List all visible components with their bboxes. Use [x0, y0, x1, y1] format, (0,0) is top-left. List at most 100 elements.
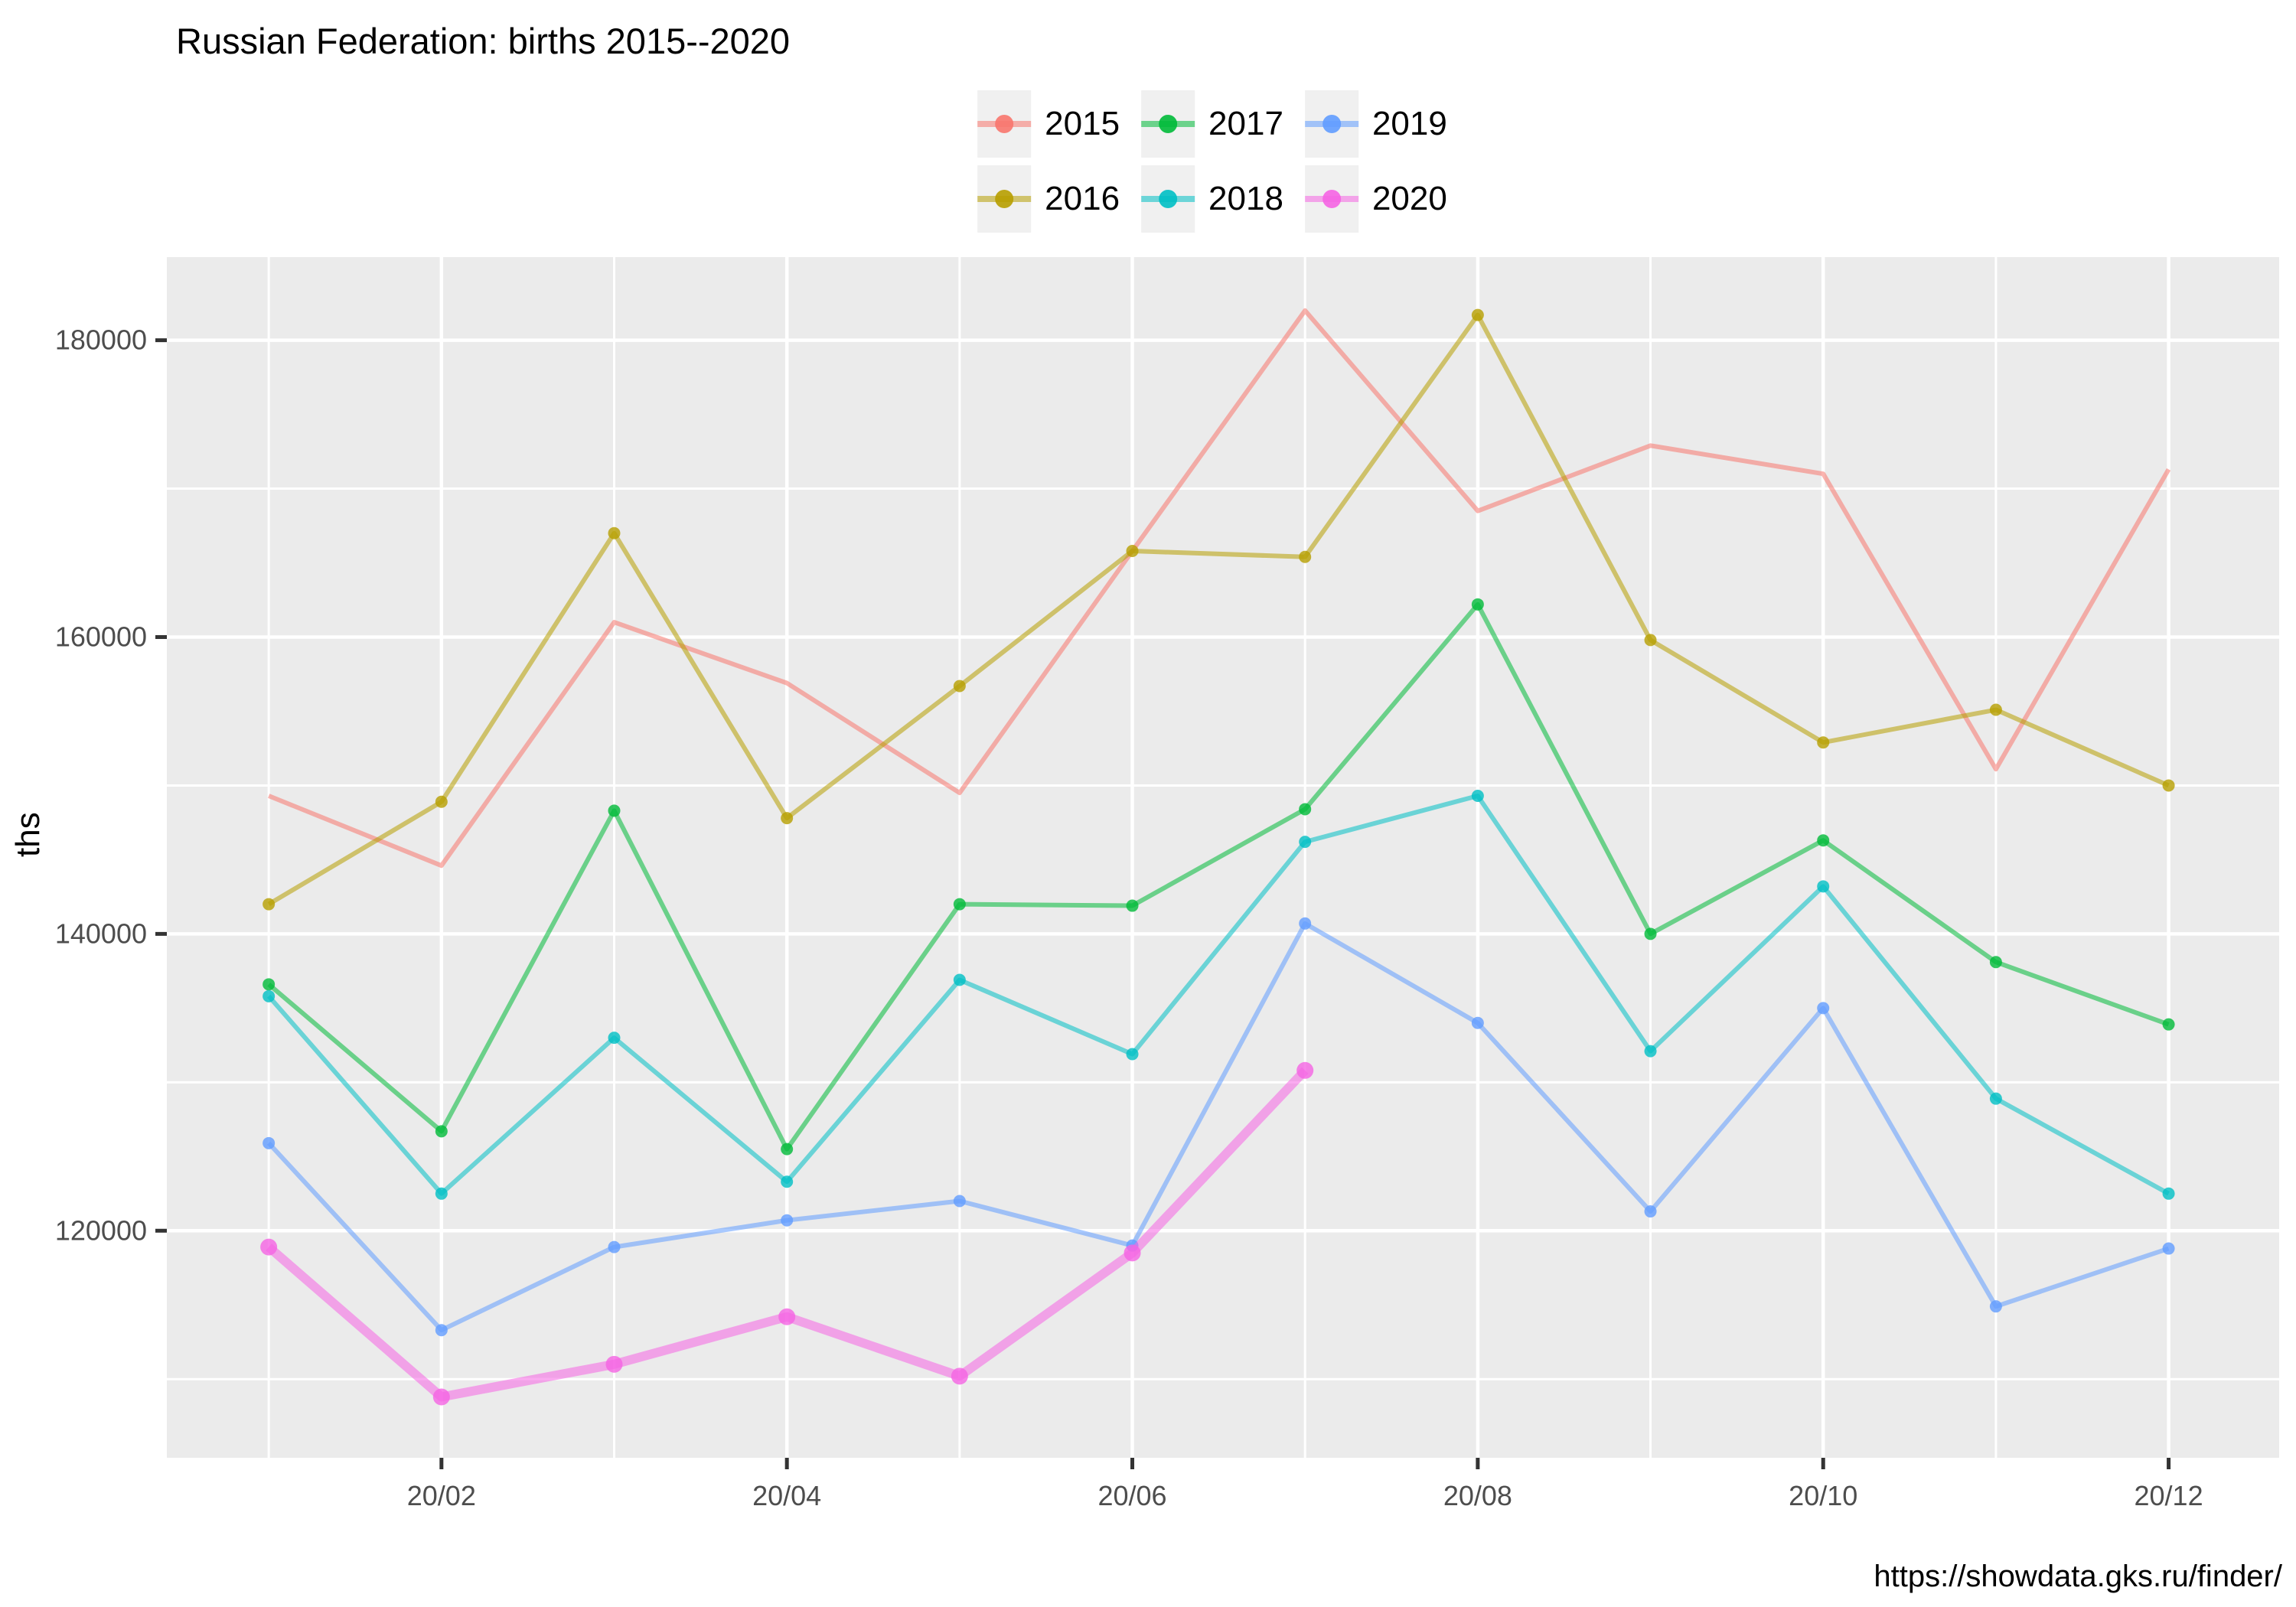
legend-item-2019: 2019: [1304, 90, 1447, 158]
series-point-2017: [435, 1125, 448, 1138]
series-point-2016: [953, 680, 966, 693]
series-point-2020: [778, 1308, 796, 1325]
series-point-2018: [953, 973, 966, 986]
series-line-2017: [267, 601, 2170, 1152]
series-point-2016: [2162, 779, 2175, 792]
series-point-2019: [1299, 917, 1312, 930]
x-tick-label: 20/08: [1443, 1480, 1512, 1511]
series-point-2019: [953, 1195, 966, 1208]
series-line-2015: [268, 308, 2171, 869]
x-tick-label: 20/10: [1789, 1480, 1857, 1511]
series-point-2017: [1471, 598, 1484, 611]
series-point-2018: [1126, 1048, 1139, 1061]
series-point-2019: [1817, 1002, 1830, 1015]
series-point-2019: [781, 1214, 794, 1227]
legend-key-2015: [977, 90, 1032, 158]
series-point-2020: [432, 1388, 450, 1406]
series-line-2016: [267, 312, 2170, 907]
series-point-2020: [1296, 1061, 1314, 1079]
y-tick-label: 180000: [55, 324, 147, 356]
series-point-2017: [1644, 927, 1657, 940]
source-url-link[interactable]: https://showdata.gks.ru/finder/: [1874, 1560, 2282, 1593]
series-point-2016: [1126, 545, 1139, 558]
series-point-2019: [2162, 1242, 2175, 1255]
legend-label-2016: 2016: [1045, 180, 1120, 217]
y-tick-label: 160000: [55, 621, 147, 652]
series-line-2018: [266, 794, 2170, 1196]
legend-point-icon: [995, 115, 1014, 133]
legend-key-2018: [1141, 165, 1195, 233]
legend-item-2017: 2017: [1141, 90, 1283, 158]
legend: 2015 2017 2019 2016 2018 2020: [977, 90, 1469, 233]
series-point-2018: [435, 1187, 448, 1200]
series-point-2019: [263, 1136, 276, 1149]
x-tick-label: 20/02: [407, 1480, 476, 1511]
series-point-2017: [1299, 803, 1312, 816]
series-point-2018: [1299, 836, 1312, 849]
series-point-2018: [781, 1175, 794, 1188]
series-point-2018: [2162, 1187, 2175, 1200]
legend-label-2020: 2020: [1371, 180, 1447, 217]
legend-point-icon: [1159, 115, 1178, 133]
series-point-2018: [1817, 880, 1830, 893]
series-point-2016: [608, 526, 621, 539]
x-tick-label: 20/06: [1097, 1480, 1166, 1511]
series-point-2016: [263, 898, 276, 911]
x-tick-label: 20/04: [752, 1480, 821, 1511]
y-tick-label: 120000: [55, 1214, 147, 1246]
series-point-2018: [1471, 790, 1484, 803]
series-point-2019: [1989, 1300, 2002, 1313]
series-point-2017: [263, 978, 276, 991]
legend-label-2017: 2017: [1208, 105, 1283, 142]
series-point-2019: [435, 1324, 448, 1337]
series-point-2017: [1817, 834, 1830, 847]
series-point-2018: [1644, 1045, 1657, 1058]
legend-item-2020: 2020: [1304, 165, 1447, 233]
series-point-2017: [781, 1143, 794, 1156]
series-line-2019: [266, 921, 2170, 1333]
series-point-2020: [605, 1355, 623, 1373]
chart-title: Russian Federation: births 2015--2020: [176, 21, 791, 61]
series-point-2016: [1471, 308, 1484, 321]
y-axis-title: ths: [9, 812, 47, 857]
legend-key-2020: [1304, 165, 1358, 233]
legend-item-2015: 2015: [977, 90, 1120, 158]
series-point-2017: [1989, 956, 2002, 969]
legend-row: 2015 2017 2019: [977, 90, 1469, 158]
legend-label-2018: 2018: [1208, 180, 1283, 217]
series-point-2020: [1124, 1244, 1141, 1262]
series-point-2020: [951, 1367, 968, 1385]
legend-point-icon: [1322, 115, 1341, 133]
series-point-2020: [260, 1238, 278, 1256]
series-point-2017: [953, 898, 966, 911]
series-point-2018: [1989, 1092, 2002, 1105]
legend-key-2019: [1304, 90, 1358, 158]
series-point-2016: [781, 812, 794, 825]
series-point-2019: [1644, 1205, 1657, 1218]
x-tick-label: 20/12: [2135, 1480, 2203, 1511]
series-point-2016: [1989, 703, 2002, 716]
legend-item-2016: 2016: [977, 165, 1120, 233]
legend-row: 2016 2018 2020: [977, 165, 1469, 233]
legend-point-icon: [1322, 190, 1341, 208]
legend-key-2017: [1141, 90, 1195, 158]
series-point-2017: [2162, 1018, 2175, 1031]
series-point-2016: [1644, 634, 1657, 647]
legend-item-2018: 2018: [1141, 165, 1283, 233]
series-point-2016: [435, 795, 448, 808]
series-point-2018: [263, 989, 276, 1002]
legend-label-2019: 2019: [1371, 105, 1447, 142]
series-point-2017: [1126, 899, 1139, 912]
series-point-2017: [608, 804, 621, 817]
series-point-2016: [1817, 736, 1830, 749]
legend-point-icon: [1159, 190, 1178, 208]
series-point-2019: [608, 1240, 621, 1253]
series-point-2016: [1299, 550, 1312, 563]
legend-label-2015: 2015: [1045, 105, 1120, 142]
series-point-2018: [608, 1032, 621, 1045]
series-point-2019: [1471, 1016, 1484, 1029]
legend-point-icon: [995, 190, 1014, 208]
y-tick-label: 140000: [55, 918, 147, 949]
